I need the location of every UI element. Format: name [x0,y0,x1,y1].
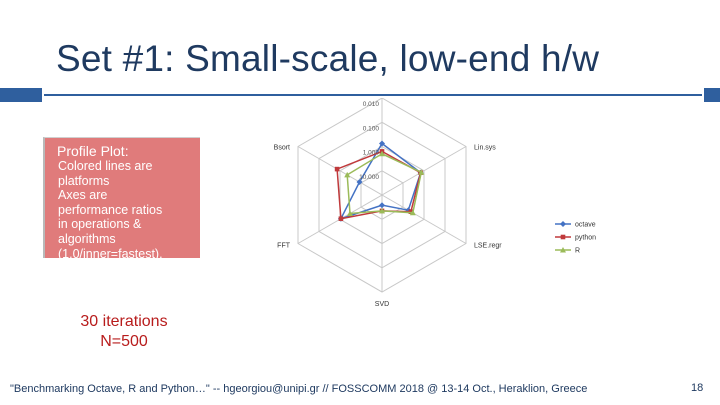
radar-point [408,209,414,214]
iterations-note: 30 iterations N=500 [48,312,200,352]
iterations-line: 30 iterations [80,313,168,330]
radar-tick-labels: 0.010 0.100 1.000 10.000 [359,101,379,181]
slide-title: Set #1: Small-scale, low-end h/w [56,38,600,79]
radar-point [356,179,363,185]
profile-line: Axes are [58,188,108,203]
radar-point [379,140,385,147]
profile-plot-heading: Profile Plot: [57,143,129,159]
radar-point [379,150,385,157]
radar-axis-label: Lin.sys [474,145,496,152]
radar-spoke [381,146,467,196]
title-rule-line [44,94,702,96]
radar-series-group [334,140,425,222]
profile-line: Colored lines are [58,159,153,173]
radar-point [344,171,351,178]
legend-swatch-marker [560,247,566,253]
footer-citation: "Benchmarking Octave, R and Python…" -- … [10,383,588,395]
radar-point [334,166,340,172]
radar-point [379,202,385,209]
profile-line: performance ratios [58,202,163,217]
radar-point [379,207,385,214]
radar-axis-label: LSE.regr [474,243,502,250]
legend-label: octave [575,222,596,229]
radar-tick-label: 0.100 [363,125,380,132]
radar-point [409,209,416,216]
radar-spoke [297,146,383,196]
radar-spoke [381,194,467,244]
profile-line: in operations & [58,217,142,232]
radar-axis-label: FFT [277,243,291,250]
page-number: 18 [691,382,704,394]
profile-plot-box: Profile Plot: Colored lines are platform… [43,137,200,258]
profile-line: platforms [58,173,110,188]
profile-line: algorithms [58,231,116,246]
radar-tick-label: 0.010 [363,101,380,108]
radar-axis-label: SVD [375,301,389,308]
legend-swatch-marker [560,221,566,227]
radar-point [338,216,344,221]
title-rule-left-block [0,88,42,102]
legend-swatch-marker [560,234,566,240]
radar-grid [297,98,467,293]
radar-point [347,210,353,216]
legend-label: R [575,248,580,255]
title-rule-right-block [704,88,720,102]
profile-line: (1.0/inner=fastest). [58,246,163,258]
radar-axis-label: Bsort [274,145,290,152]
profile-plot-description: Colored lines are platforms Axes are per… [58,159,182,258]
sample-size-line: N=500 [100,333,148,350]
radar-point [418,169,425,175]
radar-tick-label: 10.000 [359,174,379,181]
radar-legend: octave python R [555,221,596,255]
radar-tick-label: 1.000 [363,150,380,157]
legend-label: python [575,235,596,242]
